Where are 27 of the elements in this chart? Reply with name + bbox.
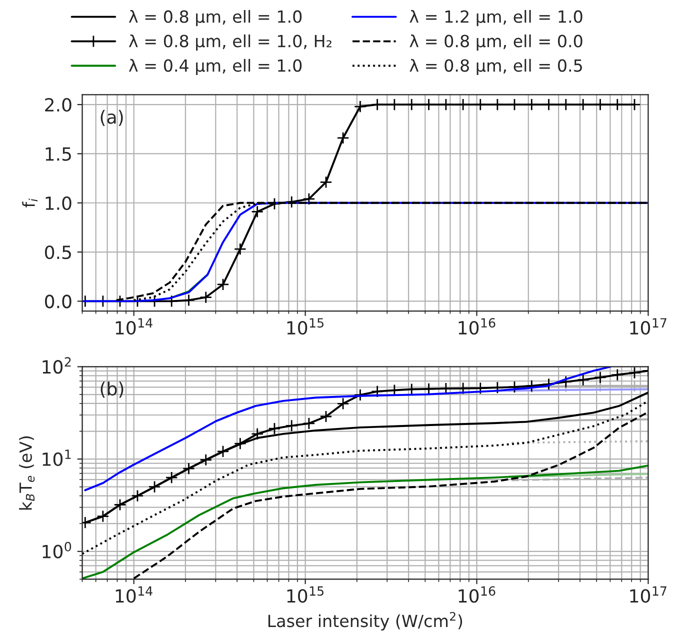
x-axis-title: Laser intensity (W/cm$^{2}$) [268,612,462,630]
x-tick-label: 10$^{15}$ [287,318,324,335]
y-tick-label: 10$^{0}$ [42,542,72,558]
x-tick-label: 10$^{17}$ [630,318,666,335]
y-tick-label: 0.0 [45,294,72,308]
y-tick-label: 1.0 [46,196,72,210]
y-tick-label: 1.5 [46,147,71,161]
legend-label: λ = 0.8 μm, ell = 0.0 [410,34,582,51]
legend-label: λ = 0.8 μm, ell = 0.5 [410,58,582,76]
x-tick-label: 10$^{14}$ [116,586,152,603]
legend-label: λ = 0.4 μm, ell = 1.0 [128,58,302,76]
annotation: (b) [100,382,124,398]
y-axis-title: k$_{B}$T$_{e}$ (eV) [19,436,35,510]
y-tick-label: 0.5 [45,246,71,260]
y-tick-label: 10$^{2}$ [42,357,71,374]
x-tick-label: 10$^{16}$ [458,318,496,335]
legend-label: λ = 1.2 μm, ell = 1.0 [410,10,582,26]
y-axis-title: f$_{i}$ [22,198,38,208]
y-tick-label: 10$^{1}$ [42,450,71,466]
x-tick-label: 10$^{15}$ [287,586,324,603]
legend-label: λ = 0.8 μm, ell = 1.0, H₂ [128,34,332,51]
legend-label: λ = 0.8 μm, ell = 1.0 [128,10,302,26]
x-tick-label: 10$^{14}$ [116,318,152,335]
x-tick-label: 10$^{17}$ [630,586,666,603]
x-tick-label: 10$^{16}$ [458,586,496,603]
y-tick-label: 2.0 [45,98,72,112]
annotation: (a) [100,110,123,126]
